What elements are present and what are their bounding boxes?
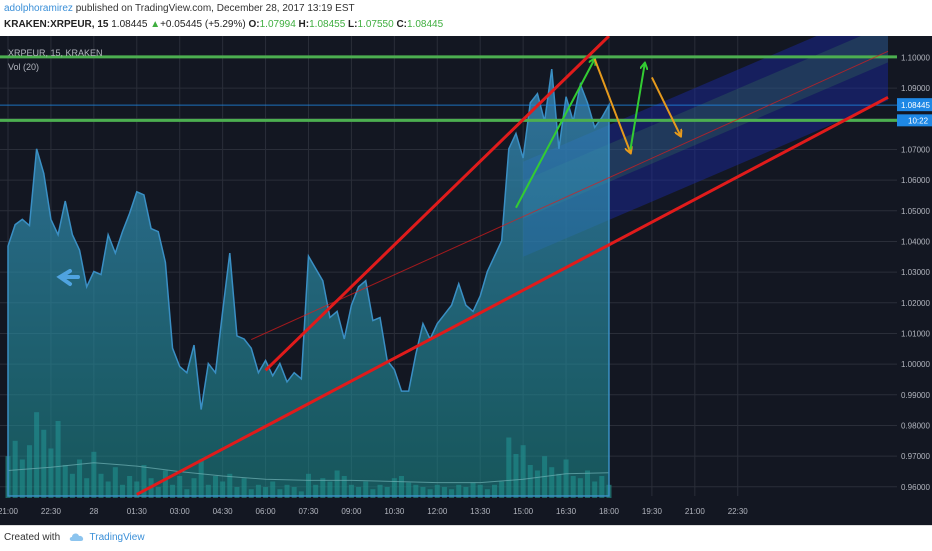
time-tick-label: 16:30 (556, 507, 577, 516)
publication-info: adolphoramirez published on TradingView.… (4, 3, 355, 14)
low-label: L: (348, 19, 358, 30)
time-tick-label: 13:30 (470, 507, 491, 516)
published-text: published on TradingView.com, December 2… (75, 3, 355, 14)
countdown-badge-box (897, 114, 932, 127)
time-tick-label: 28 (89, 507, 98, 516)
regression-channel-inner (523, 36, 888, 219)
price-tick-label: 1.04000 (901, 237, 930, 246)
horizontal-levels (0, 55, 897, 122)
high-value: 1.08455 (309, 19, 346, 30)
time-tick-label: 18:00 (599, 507, 620, 516)
price-badge-text: 1.08445 (901, 101, 930, 110)
author-link[interactable]: adolphoramirez (4, 3, 73, 14)
time-tick-label: 10:30 (384, 507, 405, 516)
publication-header: adolphoramirez published on TradingView.… (0, 0, 932, 36)
price-tick-label: 1.09000 (901, 84, 930, 93)
channel-lower-line (136, 96, 889, 496)
price-badge-box (897, 98, 932, 112)
time-tick-label: 19:30 (642, 507, 663, 516)
orange-arrow (651, 76, 681, 135)
symbol-interval: KRAKEN:XRPEUR, 15 (4, 19, 109, 30)
time-tick-label: 09:00 (341, 507, 362, 516)
time-tick-label: 04:30 (213, 507, 234, 516)
orange-arrow (593, 58, 631, 153)
trade-arrows (515, 58, 681, 209)
time-axis-background (0, 496, 897, 525)
time-tick-label: 06:00 (256, 507, 277, 516)
time-tick-label: 22:30 (41, 507, 62, 516)
price-tick-label: 1.01000 (901, 329, 930, 338)
time-tick-label: 01:30 (127, 507, 148, 516)
time-tick-label: 22:30 (728, 507, 749, 516)
channel-upper-line (264, 36, 611, 372)
last-price: 1.08445 (111, 19, 148, 30)
channel-middle-line (251, 50, 889, 341)
countdown-text: 10:22 (908, 116, 929, 125)
price-chart[interactable]: 1.100001.090001.080001.070001.060001.050… (0, 36, 932, 525)
price-tick-label: 1.06000 (901, 176, 930, 185)
price-tick-label: 1.00000 (901, 360, 930, 369)
symbol-label: XRPEUR, 15, KRAKEN (8, 48, 103, 58)
price-tick-label: 0.97000 (901, 452, 930, 461)
open-label: O: (248, 19, 260, 30)
time-tick-label: 21:00 (0, 507, 19, 516)
price-area (7, 69, 610, 497)
back-arrow-icon[interactable] (56, 269, 80, 286)
price-tick-label: 1.10000 (901, 53, 930, 62)
time-tick-label: 07:30 (298, 507, 319, 516)
close-value: 1.08445 (407, 19, 444, 30)
footer: Created with TradingView (0, 525, 932, 551)
tradingview-link[interactable]: TradingView (89, 532, 145, 543)
trend-channel (136, 36, 889, 496)
green-arrow (629, 64, 644, 150)
ohlc-legend: KRAKEN:XRPEUR, 15 1.08445 ▲+0.05445 (+5.… (4, 19, 443, 30)
price-tick-label: 0.96000 (901, 483, 930, 492)
current-price-badge: 1.08445 10:22 (897, 98, 932, 127)
low-value: 1.07550 (357, 19, 394, 30)
green-arrow (515, 59, 595, 209)
price-change: +0.05445 (+5.29%) (160, 19, 246, 30)
time-tick-label: 12:00 (427, 507, 448, 516)
time-axis[interactable]: 21:00 22:30 28 01:30 03:00 04:30 06:00 07:30 09:… (0, 507, 748, 516)
time-tick-label: 21:00 (685, 507, 706, 516)
tradingview-cloud-icon (69, 533, 84, 542)
open-value: 1.07994 (259, 19, 296, 30)
price-tick-label: 0.99000 (901, 391, 930, 400)
price-tick-label: 1.03000 (901, 268, 930, 277)
high-label: H: (298, 19, 310, 30)
created-with-text: Created with (4, 532, 61, 543)
time-tick-label: 03:00 (170, 507, 191, 516)
indicator-label: Vol (20) (8, 62, 39, 72)
price-tick-label: 1.02000 (901, 299, 930, 308)
price-tick-label: 1.07000 (901, 145, 930, 154)
up-triangle-icon: ▲ (150, 19, 161, 30)
created-with: Created with TradingView (4, 532, 145, 543)
price-tick-label: 1.05000 (901, 207, 930, 216)
close-label: C: (396, 19, 407, 30)
price-tick-label: 0.98000 (901, 421, 930, 430)
regression-channel-band (523, 36, 888, 257)
time-tick-label: 15:00 (513, 507, 534, 516)
